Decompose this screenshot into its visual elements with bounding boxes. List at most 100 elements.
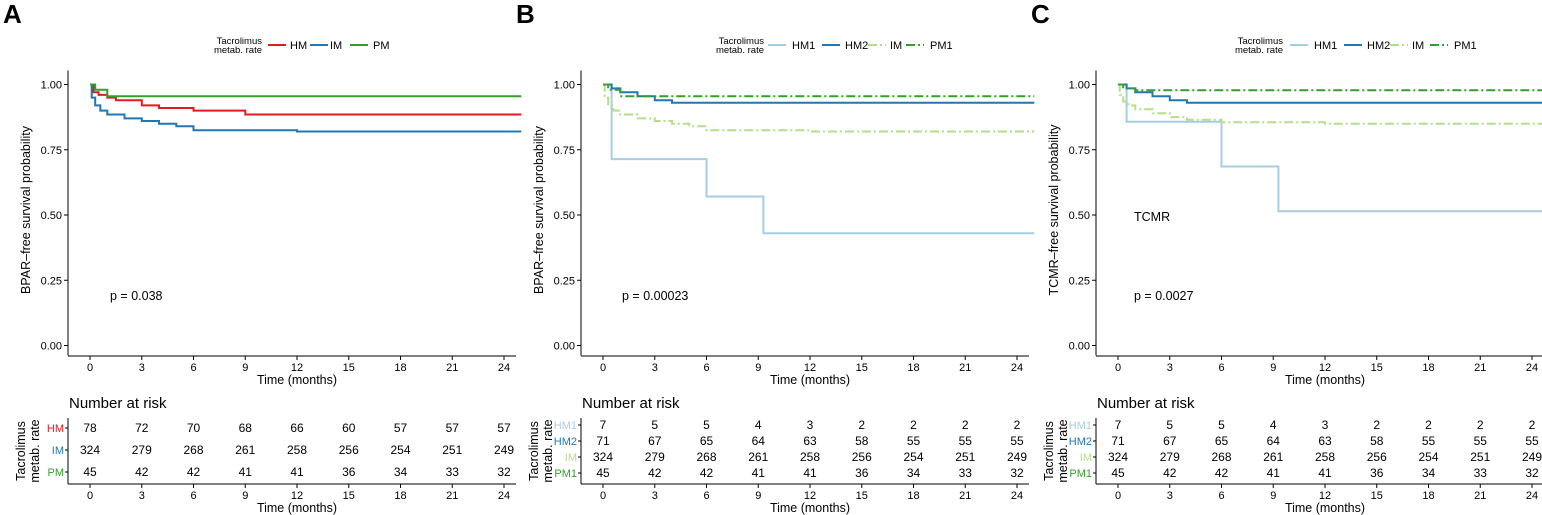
risk-table-title: Number at risk [582, 395, 680, 412]
x-tick-label: 9 [755, 362, 761, 374]
risk-group-hm2: HM2 [554, 436, 577, 448]
risk-x-tick-label: 6 [703, 490, 709, 502]
risk-value: 57 [446, 421, 460, 435]
risk-x-tick-label: 15 [856, 490, 868, 502]
risk-x-tick-label: 15 [343, 490, 355, 502]
risk-x-tick-label: 0 [1115, 490, 1121, 502]
legend-label-hm: HM [290, 40, 307, 52]
risk-value: 2 [1529, 418, 1536, 432]
risk-value: 249 [1007, 450, 1027, 464]
x-tick-label: 15 [1371, 362, 1383, 374]
y-tick-label: 1.00 [41, 80, 62, 92]
risk-x-tick-label: 18 [907, 490, 919, 502]
risk-x-tick-label: 6 [1218, 490, 1224, 502]
risk-value: 2 [858, 418, 865, 432]
risk-value: 258 [287, 443, 307, 457]
curve-hm [90, 83, 522, 116]
risk-value: 3 [1322, 418, 1329, 432]
risk-value: 42 [135, 465, 149, 479]
risk-ylabel-line2: metab. rate [1056, 419, 1070, 482]
risk-value: 64 [752, 434, 766, 448]
risk-value: 279 [645, 450, 665, 464]
risk-value: 41 [239, 465, 253, 479]
legend-label-hm2: HM2 [845, 40, 868, 52]
y-tick-label: 0.75 [41, 145, 62, 157]
legend-label-im: IM [330, 40, 342, 52]
x-tick-label: 6 [1218, 362, 1224, 374]
risk-value: 249 [1522, 450, 1542, 464]
risk-value: 4 [1270, 418, 1277, 432]
risk-value: 254 [390, 443, 410, 457]
x-tick-label: 3 [652, 362, 658, 374]
y-axis-title: TCMR–free survival probability [1047, 124, 1061, 296]
legend-label-im: IM [1412, 40, 1424, 52]
risk-ylabel-line1: Tacrolimus [1042, 421, 1056, 481]
risk-value: 324 [1108, 450, 1128, 464]
panel-letter: A [3, 0, 22, 29]
curve-pm [90, 83, 522, 98]
x-tick-label: 18 [907, 362, 919, 374]
y-tick-label: 0.50 [1069, 210, 1090, 222]
legend-label-pm1: PM1 [930, 40, 953, 52]
y-tick-label: 0.00 [554, 341, 575, 353]
risk-value: 249 [494, 443, 514, 457]
risk-value: 58 [855, 434, 869, 448]
risk-value: 261 [1263, 450, 1283, 464]
risk-value: 5 [1166, 418, 1173, 432]
y-tick-label: 0.25 [41, 275, 62, 287]
risk-value: 64 [1267, 434, 1281, 448]
x-tick-label: 3 [139, 362, 145, 374]
risk-value: 268 [183, 443, 203, 457]
risk-value: 41 [1267, 466, 1281, 480]
y-tick-label: 1.00 [1069, 80, 1090, 92]
legend-title-line1: Tacrolimus [217, 36, 263, 47]
risk-x-tick-label: 9 [755, 490, 761, 502]
risk-value: 66 [290, 421, 304, 435]
risk-ylabel-line2: metab. rate [541, 419, 555, 482]
x-tick-label: 12 [804, 362, 816, 374]
risk-value: 33 [959, 466, 973, 480]
y-tick-label: 0.25 [554, 275, 575, 287]
legend-label-hm2: HM2 [1367, 40, 1390, 52]
risk-x-axis-title: Time (months) [1285, 501, 1365, 515]
risk-x-tick-label: 9 [242, 490, 248, 502]
risk-x-tick-label: 21 [1474, 490, 1486, 502]
risk-value: 67 [1163, 434, 1177, 448]
curve-pm1 [603, 83, 1035, 98]
risk-value: 55 [907, 434, 921, 448]
risk-value: 36 [855, 466, 869, 480]
risk-value: 65 [700, 434, 714, 448]
risk-x-tick-label: 3 [139, 490, 145, 502]
x-tick-label: 12 [1319, 362, 1331, 374]
y-tick-label: 0.50 [41, 210, 62, 222]
risk-value: 36 [342, 465, 356, 479]
risk-value: 32 [1525, 466, 1539, 480]
risk-ylabel-line1: Tacrolimus [527, 421, 541, 481]
risk-value: 41 [752, 466, 766, 480]
x-tick-label: 12 [291, 362, 303, 374]
risk-ylabel-line2: metab. rate [28, 419, 42, 482]
risk-x-tick-label: 21 [959, 490, 971, 502]
legend-label-hm1: HM1 [792, 40, 815, 52]
risk-value: 268 [1211, 450, 1231, 464]
x-tick-label: 21 [446, 362, 458, 374]
p-value-label: p = 0.0027 [1134, 289, 1193, 303]
risk-group-hm1: HM1 [1069, 420, 1092, 432]
x-tick-label: 18 [394, 362, 406, 374]
x-axis-title: Time (months) [257, 373, 337, 387]
x-axis-title: Time (months) [1285, 373, 1365, 387]
risk-value: 4 [755, 418, 762, 432]
legend-label-pm1: PM1 [1454, 40, 1477, 52]
risk-value: 45 [596, 466, 610, 480]
risk-value: 67 [648, 434, 662, 448]
x-tick-label: 24 [1011, 362, 1023, 374]
risk-value: 251 [1470, 450, 1490, 464]
risk-x-tick-label: 24 [498, 490, 510, 502]
risk-x-tick-label: 15 [1371, 490, 1383, 502]
risk-value: 2 [962, 418, 969, 432]
risk-table-title: Number at risk [1097, 395, 1195, 412]
risk-group-hm: HM [47, 423, 64, 435]
